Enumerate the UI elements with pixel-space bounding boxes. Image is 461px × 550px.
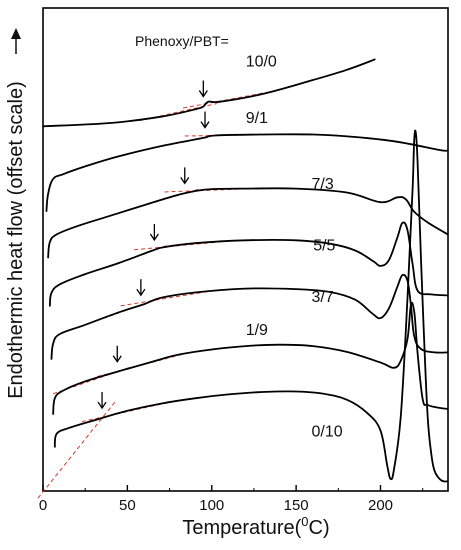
series-line-9-1 [45, 133, 449, 212]
series-line-0-10 [53, 129, 449, 483]
tangent-above-3-7 [120, 290, 209, 307]
y-axis-arrow-icon [11, 28, 21, 54]
down-arrow-icon [180, 167, 190, 185]
down-arrow-icon [198, 80, 208, 98]
curve-label-7-3: 7/3 [312, 176, 334, 193]
series-line-10-0 [42, 58, 376, 128]
curve-labels: 10/0 9/1 7/3 5/5 3/7 1/9 0/10 [246, 53, 343, 440]
down-arrow-icon [112, 345, 122, 363]
x-tick-label: 50 [119, 497, 136, 514]
tangent-below-0-10 [37, 400, 116, 499]
plot-frame [42, 7, 449, 492]
x-tick-label: 0 [39, 497, 47, 514]
down-arrow-icon [136, 279, 146, 297]
x-tick-label: 150 [284, 497, 309, 514]
curve-label-1-9: 1/9 [246, 322, 268, 339]
series-line-7-3 [47, 187, 449, 259]
legend-header: Phenoxy/PBT= [135, 33, 229, 49]
curve-label-9-1: 9/1 [246, 110, 268, 127]
curve-label-3-7: 3/7 [312, 289, 334, 306]
x-tick-label: 100 [199, 497, 224, 514]
y-axis-title: Endothermic heat flow (offset scale) [5, 81, 27, 399]
x-tick-label: 200 [368, 497, 393, 514]
x-axis-title: Temperature(0C) [182, 514, 329, 539]
series-line-5-5 [48, 221, 449, 307]
tangent-lines [37, 91, 273, 499]
curve-label-0-10: 0/10 [312, 423, 343, 440]
curve-label-5-5: 5/5 [313, 237, 335, 254]
plot-border [42, 7, 449, 492]
series-line-3-7 [50, 273, 449, 360]
series-curves [42, 58, 449, 483]
tg-arrows [97, 80, 210, 410]
down-arrow-icon [97, 392, 107, 410]
curve-label-10-0: 10/0 [246, 53, 277, 70]
series-line-1-9 [52, 302, 449, 415]
x-ticks: 0 50 100 150 200 [39, 485, 424, 514]
down-arrow-icon [200, 111, 210, 129]
down-arrow-icon [149, 223, 159, 242]
